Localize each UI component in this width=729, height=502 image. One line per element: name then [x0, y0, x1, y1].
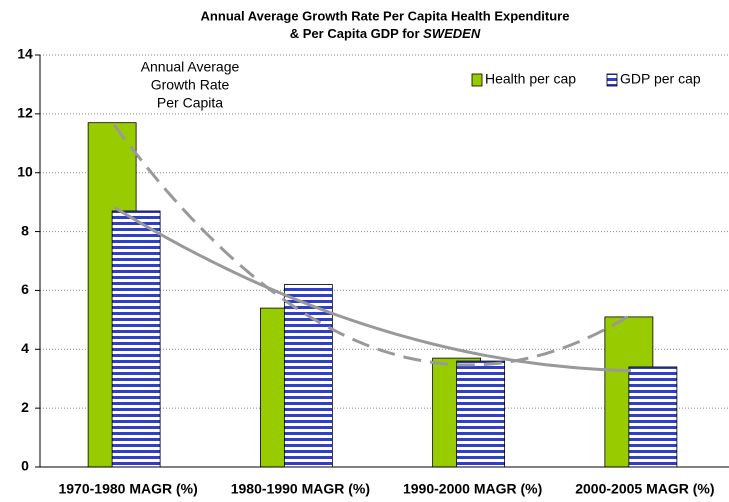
annotation: Per Capita: [157, 95, 223, 111]
bar: [456, 360, 506, 468]
title-part: & Per Capita GDP for: [290, 26, 423, 41]
chart-title: Annual Average Growth Rate Per Capita He…: [201, 8, 570, 23]
y-tick-label: 12: [17, 105, 33, 121]
x-tick-label: 1980-1990 MAGR (%): [231, 481, 370, 497]
y-tick-label: 0: [21, 458, 29, 474]
legend-label: GDP per cap: [620, 71, 701, 87]
y-tick-label: 2: [21, 399, 29, 415]
x-tick-label: 1970-1980 MAGR (%): [58, 481, 197, 497]
y-tick-label: 4: [21, 340, 29, 356]
annotation: Growth Rate: [151, 77, 230, 93]
y-tick-label: 14: [17, 46, 33, 62]
trend-line: [113, 206, 631, 373]
chart-title: & Per Capita GDP for SWEDEN: [290, 26, 481, 41]
y-tick-label: 10: [17, 163, 33, 179]
legend-label: Health per cap: [485, 71, 576, 87]
legend-swatch: [606, 73, 618, 87]
y-tick-label: 6: [21, 281, 29, 297]
x-tick-label: 2000-2005 MAGR (%): [575, 481, 714, 497]
bar: [628, 366, 678, 468]
y-tick-label: 8: [21, 222, 29, 238]
bar: [111, 210, 161, 468]
title-part: SWEDEN: [423, 26, 481, 41]
legend-swatch: [471, 73, 483, 87]
x-tick-label: 1990-2000 MAGR (%): [403, 481, 542, 497]
trend-line: [112, 124, 632, 367]
annotation: Annual Average: [141, 59, 240, 75]
